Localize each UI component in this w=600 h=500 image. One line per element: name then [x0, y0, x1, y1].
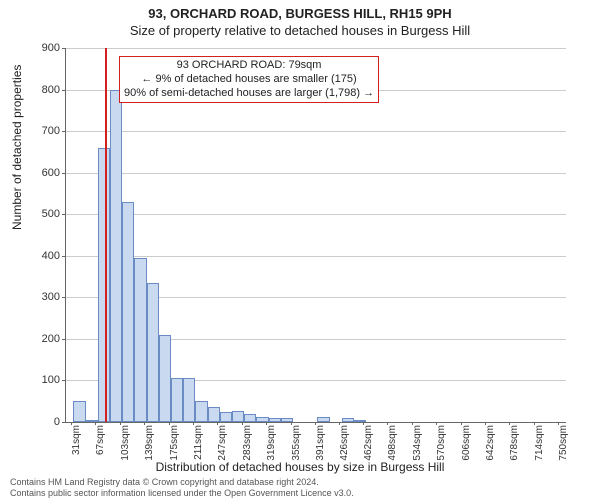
footer-line-2: Contains public sector information licen… [10, 488, 354, 498]
xtick-label: 139sqm [144, 425, 155, 465]
xtick-mark [95, 422, 96, 425]
ytick-mark [62, 90, 65, 91]
xtick-mark [315, 422, 316, 425]
ytick-mark [62, 380, 65, 381]
ytick-label: 400 [20, 250, 60, 262]
histogram-bar [147, 283, 159, 422]
xtick-mark [144, 422, 145, 425]
histogram-bar [220, 412, 232, 422]
ytick-label: 500 [20, 208, 60, 220]
annotation-box: 93 ORCHARD ROAD: 79sqm← 9% of detached h… [119, 56, 379, 103]
ytick-mark [62, 256, 65, 257]
xtick-label: 570sqm [436, 425, 447, 465]
xtick-mark [436, 422, 437, 425]
histogram-bar [232, 411, 244, 422]
xtick-label: 678sqm [509, 425, 520, 465]
xtick-mark [339, 422, 340, 425]
ytick-mark [62, 339, 65, 340]
histogram-bar [208, 407, 220, 422]
ytick-label: 300 [20, 291, 60, 303]
histogram-bar [122, 202, 134, 422]
histogram-chart: 93 ORCHARD ROAD: 79sqm← 9% of detached h… [65, 48, 566, 423]
xtick-mark [461, 422, 462, 425]
xtick-mark [266, 422, 267, 425]
footer-line-1: Contains HM Land Registry data © Crown c… [10, 477, 354, 487]
xtick-mark [71, 422, 72, 425]
xtick-mark [558, 422, 559, 425]
xtick-label: 462sqm [363, 425, 374, 465]
xtick-label: 750sqm [558, 425, 569, 465]
histogram-bar [269, 418, 281, 422]
footer-attribution: Contains HM Land Registry data © Crown c… [10, 477, 354, 498]
xtick-label: 391sqm [315, 425, 326, 465]
xtick-label: 498sqm [387, 425, 398, 465]
xtick-mark [242, 422, 243, 425]
xtick-label: 426sqm [339, 425, 350, 465]
histogram-bar [159, 335, 171, 422]
property-marker-line [105, 48, 107, 422]
xtick-label: 355sqm [291, 425, 302, 465]
gridline [66, 256, 566, 257]
gridline [66, 131, 566, 132]
xtick-mark [217, 422, 218, 425]
ytick-label: 700 [20, 125, 60, 137]
ytick-label: 900 [20, 42, 60, 54]
xtick-label: 103sqm [120, 425, 131, 465]
xtick-mark [120, 422, 121, 425]
page-subtitle: Size of property relative to detached ho… [0, 23, 600, 38]
xtick-label: 642sqm [485, 425, 496, 465]
xtick-mark [387, 422, 388, 425]
histogram-bar [244, 414, 256, 422]
ytick-mark [62, 48, 65, 49]
xtick-label: 319sqm [266, 425, 277, 465]
xtick-label: 283sqm [242, 425, 253, 465]
annotation-line: 93 ORCHARD ROAD: 79sqm [124, 59, 374, 73]
ytick-mark [62, 214, 65, 215]
histogram-bar [134, 258, 146, 422]
xtick-label: 247sqm [217, 425, 228, 465]
annotation-line: 90% of semi-detached houses are larger (… [124, 87, 374, 101]
gridline [66, 173, 566, 174]
histogram-bar [110, 90, 122, 422]
ytick-label: 800 [20, 84, 60, 96]
histogram-bar [183, 378, 195, 422]
ytick-mark [62, 422, 65, 423]
histogram-bar [317, 417, 329, 422]
xtick-mark [169, 422, 170, 425]
xtick-label: 31sqm [71, 425, 82, 465]
xtick-mark [291, 422, 292, 425]
ytick-mark [62, 131, 65, 132]
xtick-mark [534, 422, 535, 425]
histogram-bar [342, 418, 354, 422]
xtick-label: 67sqm [95, 425, 106, 465]
histogram-bar [171, 378, 183, 422]
ytick-label: 200 [20, 333, 60, 345]
xtick-label: 534sqm [412, 425, 423, 465]
ytick-mark [62, 173, 65, 174]
histogram-bar [195, 401, 207, 422]
histogram-bar [73, 401, 85, 422]
xtick-label: 175sqm [169, 425, 180, 465]
ytick-mark [62, 297, 65, 298]
xtick-label: 714sqm [534, 425, 545, 465]
gridline [66, 48, 566, 49]
page-title: 93, ORCHARD ROAD, BURGESS HILL, RH15 9PH [0, 6, 600, 21]
ytick-label: 0 [20, 416, 60, 428]
ytick-label: 600 [20, 167, 60, 179]
xtick-label: 606sqm [461, 425, 472, 465]
gridline [66, 214, 566, 215]
xtick-mark [485, 422, 486, 425]
xtick-label: 211sqm [193, 425, 204, 465]
annotation-line: ← 9% of detached houses are smaller (175… [124, 73, 374, 87]
xtick-mark [363, 422, 364, 425]
xtick-mark [412, 422, 413, 425]
xtick-mark [509, 422, 510, 425]
ytick-label: 100 [20, 374, 60, 386]
histogram-bar [354, 420, 366, 422]
xtick-mark [193, 422, 194, 425]
